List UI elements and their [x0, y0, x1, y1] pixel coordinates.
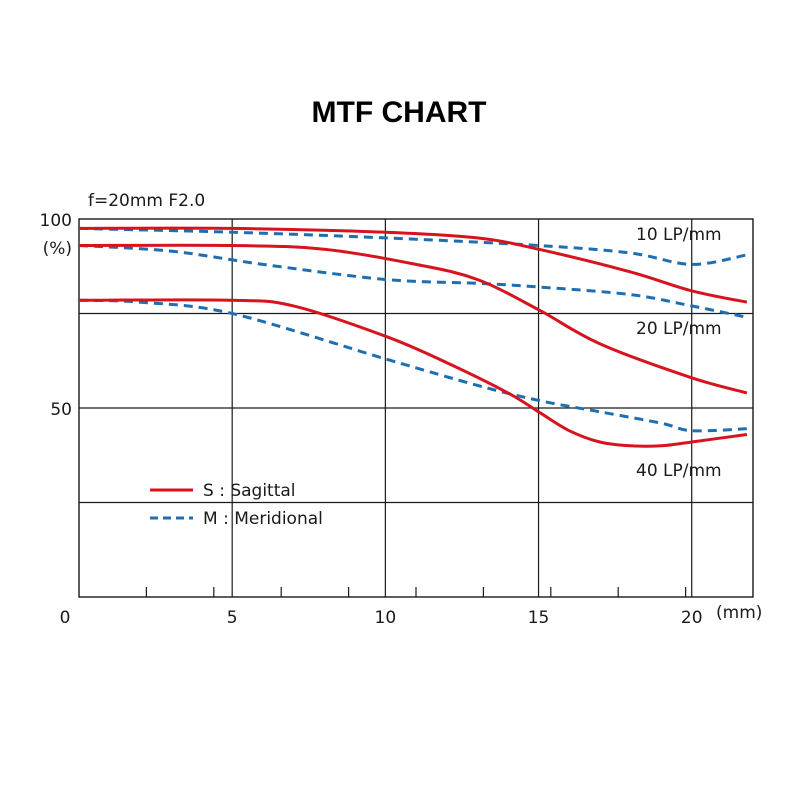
x-tick-label: 15: [528, 608, 550, 628]
series-sagittal-40lp: [78, 298, 748, 448]
annotation-40lp: 40 LP/mm: [636, 461, 722, 481]
plot-frame: [78, 218, 754, 598]
legend: S : Sagittal M : Meridional: [150, 481, 323, 529]
legend-sagittal-label: S : Sagittal: [203, 481, 296, 501]
y-tick-label: 50: [50, 400, 72, 420]
legend-meridional-label: M : Meridional: [203, 509, 323, 529]
series-sagittal-10lp: [78, 226, 748, 304]
x-tick-label: 0: [60, 608, 71, 628]
series-meridional-40lp: [78, 298, 747, 433]
series-meridional-10lp: [78, 226, 748, 266]
annotation-10lp: 10 LP/mm: [636, 225, 722, 245]
x-tick-label: 10: [375, 608, 397, 628]
chart-title: MTF CHART: [312, 96, 487, 129]
x-axis-ticks: [145, 587, 687, 597]
x-axis-unit-label: (mm): [716, 603, 762, 623]
grid-lines: [79, 219, 753, 597]
axis-tick-labels: 0 5 10 15 20 50: [50, 400, 702, 628]
series-meridional-20lp: [78, 244, 748, 319]
chart-subtitle: f=20mm F2.0: [88, 191, 205, 211]
y-axis-unit-label: (%): [43, 239, 72, 259]
series-sagittal-20lp: [78, 243, 748, 395]
series-lines: [78, 226, 748, 448]
y-axis-top-label: 100: [40, 211, 72, 231]
annotation-20lp: 20 LP/mm: [636, 319, 722, 339]
x-tick-label: 5: [227, 608, 238, 628]
x-tick-label: 20: [681, 608, 703, 628]
